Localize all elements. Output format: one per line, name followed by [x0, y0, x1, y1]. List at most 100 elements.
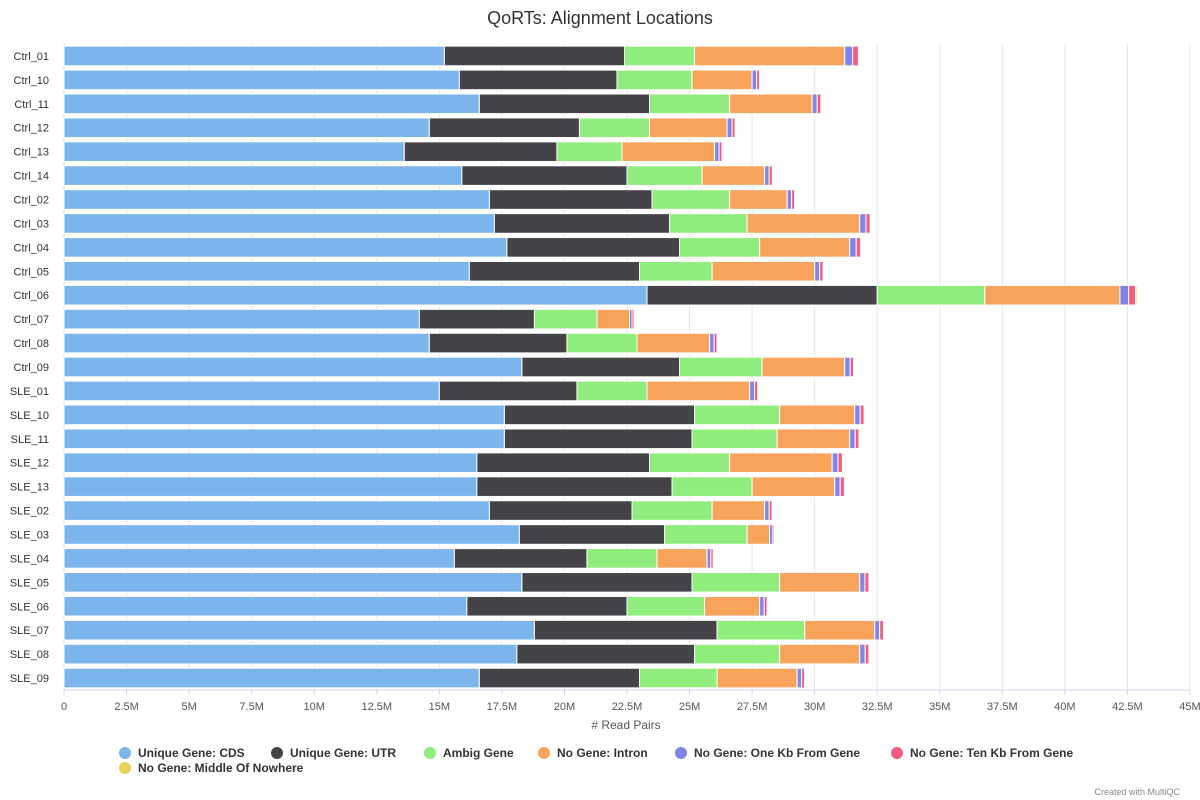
bar-segment[interactable] — [646, 380, 751, 402]
bar-segment[interactable] — [521, 356, 681, 378]
bar-segment[interactable] — [63, 237, 508, 258]
bar-segment[interactable] — [63, 69, 460, 91]
bar-segment[interactable] — [706, 548, 712, 569]
legend-marker[interactable] — [119, 747, 131, 759]
bar-segment[interactable] — [716, 332, 719, 354]
bar-segment[interactable] — [63, 500, 490, 521]
bar-segment[interactable] — [63, 452, 478, 474]
bar-segment[interactable] — [1119, 284, 1130, 306]
bar-segment[interactable] — [576, 380, 648, 402]
bar-segment[interactable] — [493, 213, 671, 234]
bar-segment[interactable] — [729, 189, 788, 210]
bar-segment[interactable] — [639, 260, 713, 282]
legend-label[interactable]: Unique Gene: UTR — [290, 746, 396, 760]
bar-segment[interactable] — [721, 141, 724, 162]
bar-segment[interactable] — [859, 213, 867, 234]
bar-segment[interactable] — [63, 595, 468, 617]
legend-marker[interactable] — [538, 747, 550, 759]
bar-segment[interactable] — [694, 643, 781, 665]
bar-segment[interactable] — [63, 189, 490, 210]
bar-segment[interactable] — [746, 213, 861, 234]
bar-segment[interactable] — [664, 524, 748, 545]
bar-segment[interactable] — [849, 356, 855, 378]
bar-segment[interactable] — [694, 45, 846, 67]
bar-segment[interactable] — [636, 332, 711, 354]
legend-marker[interactable] — [271, 747, 283, 759]
bar-segment[interactable] — [776, 428, 851, 450]
legend-marker[interactable] — [424, 747, 436, 759]
bar-segment[interactable] — [869, 213, 872, 234]
bar-segment[interactable] — [849, 237, 857, 258]
bar-segment[interactable] — [859, 237, 862, 258]
bar-segment[interactable] — [729, 93, 813, 115]
bar-segment[interactable] — [476, 476, 673, 497]
legend-label[interactable]: No Gene: Middle Of Nowhere — [138, 761, 304, 775]
bar-segment[interactable] — [63, 619, 535, 641]
bar-segment[interactable] — [649, 117, 728, 139]
bar-segment[interactable] — [63, 356, 523, 378]
bar-segment[interactable] — [796, 667, 803, 689]
bar-segment[interactable] — [518, 524, 666, 545]
bar-segment[interactable] — [868, 643, 871, 665]
bar-segment[interactable] — [63, 572, 523, 593]
bar-segment[interactable] — [1135, 284, 1138, 306]
bar-segment[interactable] — [516, 643, 696, 665]
bar-segment[interactable] — [63, 260, 470, 282]
bar-segment[interactable] — [839, 476, 845, 497]
bar-segment[interactable] — [863, 404, 866, 426]
bar-segment[interactable] — [879, 619, 884, 641]
bar-segment[interactable] — [844, 356, 851, 378]
bar-segment[interactable] — [556, 141, 623, 162]
bar-segment[interactable] — [853, 356, 855, 378]
bar-segment[interactable] — [864, 572, 870, 593]
bar-segment[interactable] — [503, 404, 696, 426]
bar-segment[interactable] — [586, 548, 658, 569]
bar-segment[interactable] — [857, 45, 861, 67]
bar-segment[interactable] — [443, 45, 625, 67]
bar-segment[interactable] — [854, 404, 861, 426]
bar-segment[interactable] — [679, 237, 761, 258]
bar-segment[interactable] — [503, 428, 693, 450]
bar-segment[interactable] — [671, 476, 753, 497]
bar-segment[interactable] — [63, 380, 440, 402]
bar-segment[interactable] — [865, 213, 871, 234]
legend-label[interactable]: Ambig Gene — [443, 746, 514, 760]
bar-segment[interactable] — [506, 237, 681, 258]
bar-segment[interactable] — [734, 117, 737, 139]
bar-segment[interactable] — [1128, 284, 1137, 306]
bar-segment[interactable] — [859, 643, 866, 665]
bar-segment[interactable] — [761, 356, 846, 378]
bar-segment[interactable] — [876, 284, 986, 306]
bar-segment[interactable] — [428, 332, 568, 354]
bar-segment[interactable] — [757, 380, 759, 402]
bar-segment[interactable] — [709, 332, 715, 354]
bar-segment[interactable] — [418, 308, 535, 330]
bar-segment[interactable] — [63, 117, 430, 139]
bar-segment[interactable] — [63, 45, 445, 67]
bar-segment[interactable] — [428, 117, 580, 139]
bar-segment[interactable] — [656, 548, 708, 569]
bar-segment[interactable] — [855, 237, 861, 258]
bar-segment[interactable] — [458, 69, 618, 91]
bar-segment[interactable] — [63, 165, 463, 186]
bar-segment[interactable] — [521, 572, 693, 593]
bar-segment[interactable] — [646, 284, 878, 306]
bar-segment[interactable] — [749, 380, 756, 402]
bar-segment[interactable] — [711, 500, 766, 521]
bar-segment[interactable] — [488, 189, 653, 210]
bar-segment[interactable] — [816, 93, 822, 115]
bar-segment[interactable] — [626, 165, 703, 186]
bar-segment[interactable] — [714, 141, 720, 162]
bar-segment[interactable] — [533, 308, 598, 330]
bar-segment[interactable] — [779, 572, 861, 593]
legend-marker[interactable] — [891, 747, 903, 759]
bar-segment[interactable] — [779, 404, 856, 426]
bar-segment[interactable] — [63, 141, 405, 162]
bar-segment[interactable] — [566, 332, 638, 354]
bar-segment[interactable] — [704, 595, 761, 617]
bar-segment[interactable] — [837, 452, 843, 474]
bar-segment[interactable] — [716, 667, 798, 689]
bar-segment[interactable] — [403, 141, 558, 162]
bar-segment[interactable] — [533, 619, 718, 641]
bar-segment[interactable] — [984, 284, 1121, 306]
